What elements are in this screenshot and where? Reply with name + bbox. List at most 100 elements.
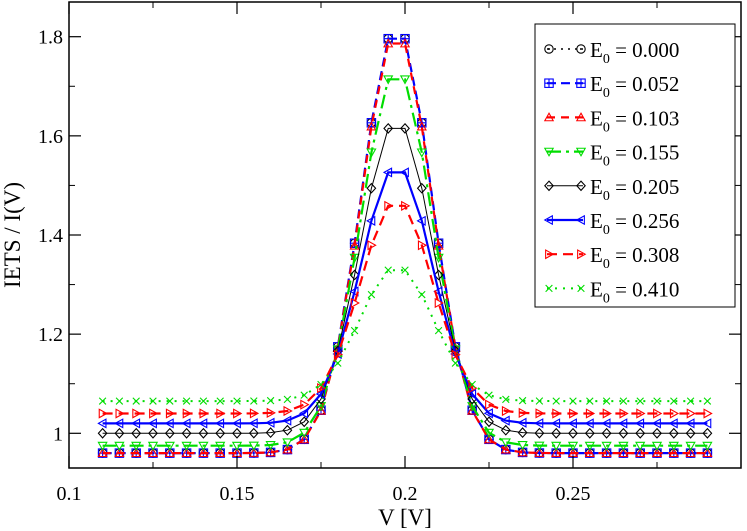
data-point bbox=[634, 418, 645, 429]
data-point bbox=[668, 418, 678, 429]
data-point bbox=[367, 290, 376, 299]
data-point bbox=[215, 447, 226, 458]
data-point-plus bbox=[544, 79, 554, 88]
data-point bbox=[636, 397, 644, 405]
legend-label: E0 = 0.052 bbox=[590, 72, 679, 101]
data-point bbox=[366, 182, 377, 194]
data-point bbox=[349, 286, 359, 297]
data-point bbox=[584, 418, 594, 429]
data-point-center bbox=[548, 48, 550, 50]
legend-entry: E0 = 0.410 bbox=[545, 277, 679, 306]
legend-entry: E0 = 0.103 bbox=[543, 106, 679, 135]
data-point bbox=[602, 408, 612, 419]
data-point bbox=[545, 249, 555, 260]
data-point bbox=[569, 408, 579, 419]
data-point bbox=[265, 441, 276, 451]
data-point bbox=[248, 441, 259, 451]
data-point bbox=[315, 402, 327, 412]
data-point bbox=[131, 427, 142, 439]
data-point bbox=[567, 418, 577, 429]
data-point bbox=[130, 418, 141, 429]
data-point bbox=[545, 284, 553, 293]
data-point bbox=[551, 441, 562, 452]
data-point bbox=[383, 38, 394, 48]
data-point bbox=[517, 417, 527, 428]
series-line bbox=[102, 171, 708, 425]
x-tick-label: 0.15 bbox=[220, 483, 255, 505]
data-point bbox=[266, 407, 276, 419]
data-point bbox=[97, 427, 108, 439]
data-point bbox=[544, 180, 554, 192]
data-point bbox=[233, 408, 243, 419]
data-point bbox=[333, 349, 344, 360]
data-point bbox=[250, 397, 258, 405]
data-point bbox=[466, 388, 477, 400]
data-point bbox=[669, 408, 680, 419]
data-point bbox=[164, 427, 175, 439]
data-point bbox=[349, 240, 360, 250]
data-point bbox=[601, 447, 612, 458]
data-point bbox=[164, 441, 175, 452]
data-point bbox=[586, 397, 594, 405]
data-point bbox=[483, 428, 495, 439]
data-point bbox=[283, 405, 293, 417]
data-point bbox=[685, 418, 695, 429]
data-point bbox=[534, 427, 545, 439]
y-tick-label: 1 bbox=[53, 423, 63, 445]
data-point bbox=[416, 182, 427, 194]
data-point bbox=[577, 284, 585, 293]
data-point bbox=[164, 418, 174, 429]
data-point bbox=[434, 326, 443, 335]
data-point bbox=[467, 402, 478, 412]
data-point bbox=[367, 240, 377, 251]
data-point bbox=[517, 427, 528, 439]
data-point bbox=[500, 415, 510, 426]
data-point bbox=[114, 447, 125, 458]
data-point bbox=[651, 447, 663, 458]
legend-label: E0 = 0.256 bbox=[590, 209, 679, 238]
legend-label: E0 = 0.103 bbox=[590, 106, 679, 135]
series-line bbox=[102, 204, 708, 415]
data-point bbox=[215, 427, 226, 439]
data-point bbox=[543, 147, 555, 157]
x-tick-label: 0.25 bbox=[556, 483, 591, 505]
series-line bbox=[102, 42, 708, 455]
data-point bbox=[231, 441, 243, 452]
legend-label: E0 = 0.410 bbox=[590, 277, 679, 306]
data-point bbox=[652, 427, 662, 439]
series-line bbox=[102, 127, 708, 434]
data-point bbox=[166, 397, 174, 405]
data-point bbox=[114, 427, 125, 439]
data-point bbox=[282, 415, 292, 426]
data-point bbox=[299, 428, 310, 439]
legend-entry: E0 = 0.256 bbox=[543, 209, 679, 238]
data-point bbox=[282, 438, 293, 448]
data-point bbox=[584, 441, 595, 452]
data-point bbox=[601, 441, 612, 452]
data-point bbox=[97, 447, 108, 458]
data-point bbox=[132, 408, 142, 419]
data-point bbox=[703, 408, 713, 419]
data-point bbox=[97, 441, 108, 452]
data-point bbox=[400, 122, 410, 134]
data-point bbox=[233, 397, 241, 405]
data-point bbox=[534, 418, 544, 429]
data-point bbox=[147, 447, 159, 458]
data-point bbox=[132, 397, 140, 405]
data-point bbox=[232, 427, 242, 439]
data-point bbox=[399, 38, 411, 48]
data-point bbox=[685, 427, 696, 439]
data-point bbox=[416, 121, 427, 131]
data-point bbox=[282, 444, 293, 454]
data-point bbox=[577, 249, 587, 260]
legend: E0 = 0.000 E0 = 0.052 E0 = 0.103 E0 = 0.155… bbox=[534, 23, 736, 308]
data-point bbox=[635, 447, 646, 458]
data-point bbox=[702, 427, 713, 439]
data-point bbox=[181, 418, 191, 429]
data-point bbox=[366, 215, 376, 226]
data-point bbox=[384, 266, 392, 274]
data-point bbox=[98, 397, 107, 405]
data-point bbox=[98, 408, 108, 419]
data-point bbox=[670, 397, 678, 405]
